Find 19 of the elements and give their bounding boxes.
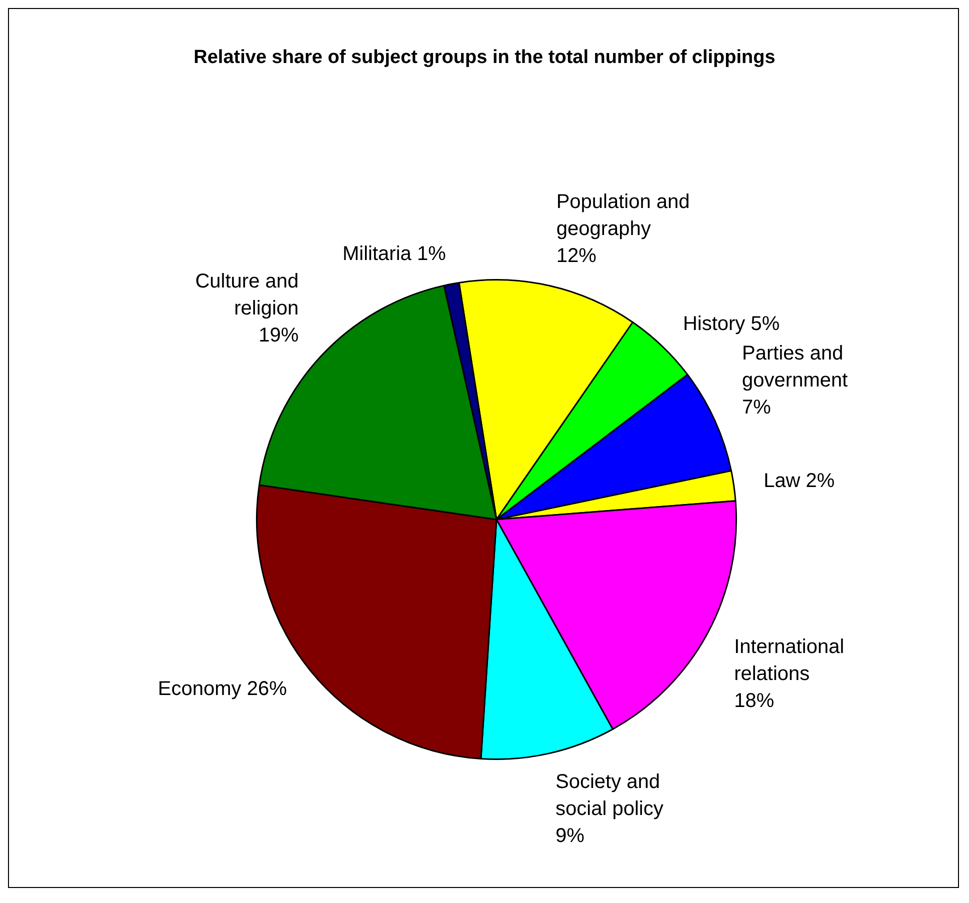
data-label: 19% (258, 324, 299, 347)
slice-label: Population and geography (556, 190, 690, 240)
data-label: 9% (556, 825, 585, 848)
slice-label: Law (764, 470, 801, 492)
slice-label: Culture and religion (195, 270, 299, 320)
chart-title: Relative share of subject groups in the total number of clippings (192, 47, 776, 69)
slice-label: International relations (734, 636, 844, 685)
data-label: 2% (806, 470, 835, 492)
data-label: 1% (416, 243, 446, 266)
slice-label: Economy (158, 678, 242, 700)
data-label: 26% (246, 678, 288, 700)
slice-label: Militaria (342, 243, 412, 266)
slice-label: History (682, 313, 746, 336)
data-label: 18% (734, 690, 774, 712)
slice-label: Parties and government (742, 342, 848, 392)
data-label: 5% (750, 313, 780, 336)
data-label: 12% (556, 244, 597, 267)
slice-label: Society and social policy (556, 771, 664, 820)
data-label: 7% (742, 396, 772, 418)
